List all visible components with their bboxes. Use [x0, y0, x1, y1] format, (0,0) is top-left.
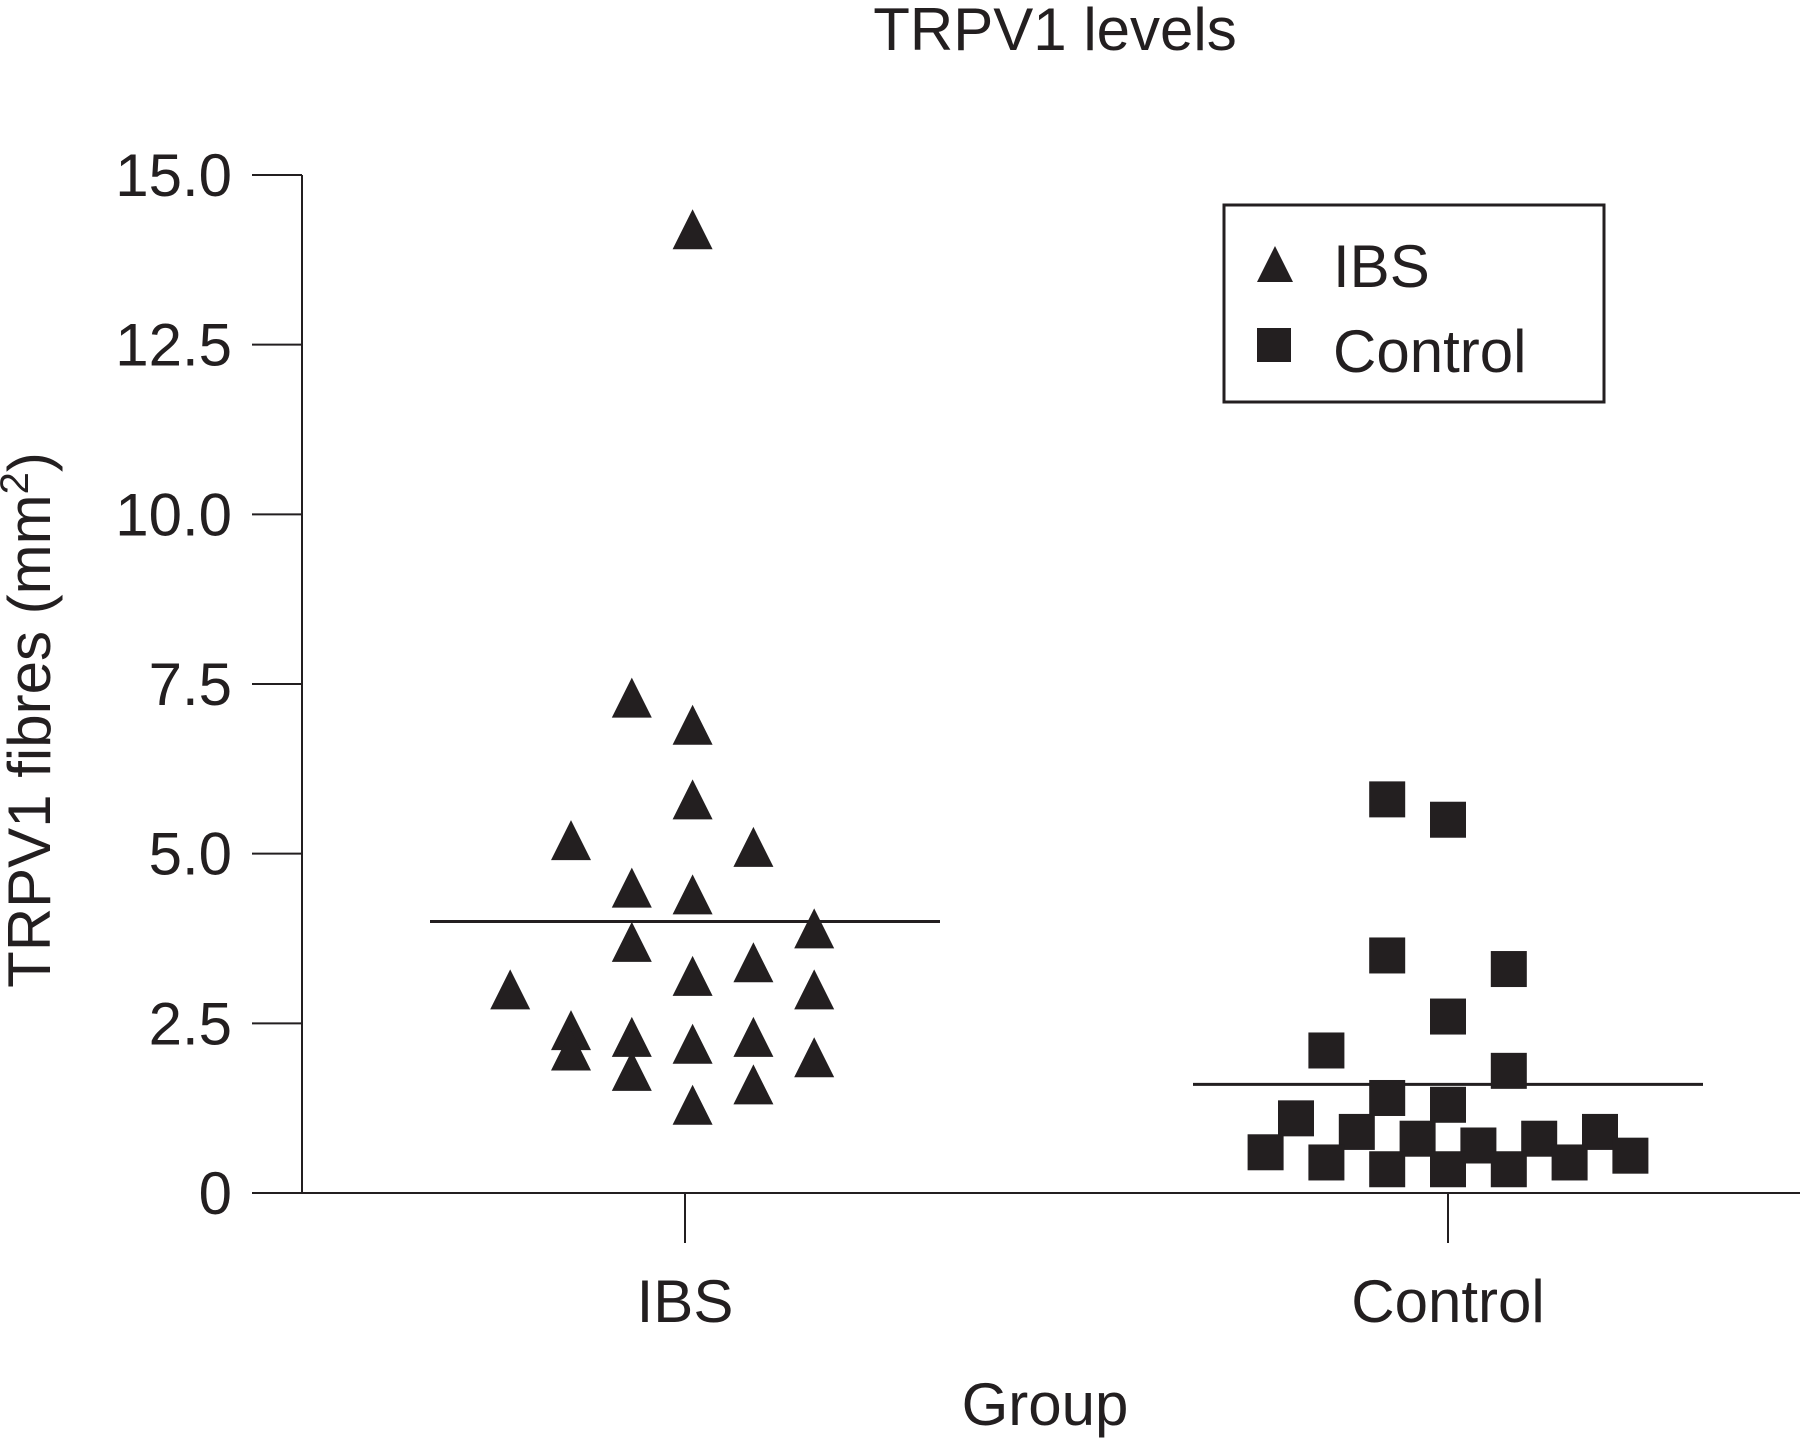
ibs-point	[672, 704, 713, 745]
ibs-point	[611, 1016, 652, 1057]
legend-square-icon	[1257, 328, 1291, 362]
ibs-point	[611, 1050, 652, 1091]
x-axis-label: Group	[962, 1371, 1129, 1438]
control-point	[1521, 1120, 1558, 1157]
control-point	[1308, 1144, 1345, 1181]
ibs-point	[672, 1023, 713, 1064]
ibs-point	[794, 1037, 835, 1078]
ibs-point	[733, 826, 774, 867]
ibs-point	[794, 969, 835, 1010]
control-point	[1490, 1052, 1527, 1089]
control-point	[1430, 1151, 1466, 1188]
legend: IBS Control	[1222, 203, 1606, 404]
legend-triangle-icon	[1257, 246, 1293, 282]
control-point	[1369, 1079, 1406, 1116]
y-tick-label: 0	[199, 1160, 232, 1227]
control-point	[1399, 1120, 1436, 1157]
y-tick-label: 15.0	[115, 142, 232, 209]
control-point	[1278, 1100, 1314, 1137]
control-point	[1247, 1134, 1284, 1171]
y-tick-label: 7.5	[149, 651, 232, 718]
ibs-point	[733, 1064, 774, 1105]
control-point	[1612, 1137, 1649, 1174]
ibs-point	[672, 209, 713, 250]
y-tick-label: 10.0	[115, 481, 232, 548]
ibs-point	[551, 1010, 591, 1051]
control-point	[1490, 951, 1527, 988]
control-point	[1369, 781, 1406, 818]
ibs-point	[672, 779, 713, 820]
control-point	[1430, 801, 1466, 838]
legend-box	[1222, 203, 1606, 404]
ibs-point	[551, 1030, 591, 1071]
plot-marks	[430, 209, 1703, 1188]
ibs-point	[794, 908, 835, 949]
ibs-point	[611, 867, 652, 908]
legend-label-control: Control	[1333, 318, 1526, 385]
x-tick-label: IBS	[637, 1268, 734, 1335]
control-point	[1369, 937, 1406, 974]
legend-label-ibs: IBS	[1333, 233, 1430, 300]
chart-title: TRPV1 levels	[873, 0, 1236, 63]
ibs-point	[611, 921, 652, 962]
control-point	[1430, 998, 1466, 1035]
ibs-point	[733, 1016, 774, 1057]
control-point	[1460, 1127, 1497, 1164]
ibs-point	[672, 955, 713, 996]
ibs-point	[733, 942, 774, 983]
control-point	[1430, 1086, 1466, 1123]
y-tick-label: 5.0	[149, 821, 232, 888]
x-tick-label: Control	[1351, 1268, 1544, 1335]
control-point	[1369, 1151, 1406, 1188]
control-point	[1338, 1113, 1375, 1150]
control-point	[1582, 1113, 1618, 1150]
control-point	[1551, 1144, 1588, 1181]
y-tick-label: 12.5	[115, 312, 232, 379]
plot-axes: 0 2.5 5.0 7.5 10.0 12.5 15.0 IBS Control	[115, 142, 1800, 1335]
control-point	[1308, 1032, 1345, 1069]
ibs-point	[611, 677, 652, 718]
control-point	[1490, 1151, 1527, 1188]
y-axis-label: TRPV1 fibres (mm2)	[0, 452, 63, 988]
ibs-point	[672, 1084, 713, 1125]
ibs-point	[490, 969, 531, 1010]
y-tick-label: 2.5	[149, 990, 232, 1057]
ibs-point	[551, 820, 591, 861]
ibs-point	[672, 874, 713, 915]
